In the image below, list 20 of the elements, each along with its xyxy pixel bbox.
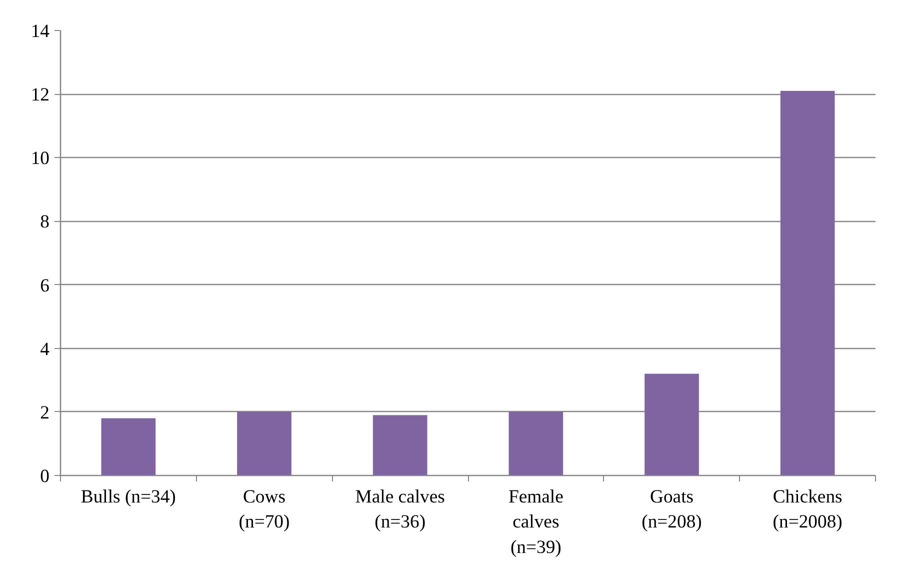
y-tick-label: 8 <box>40 212 50 233</box>
y-tick-label: 2 <box>40 402 50 424</box>
bar <box>508 412 564 476</box>
x-tick-label: Female calves (n=39) <box>508 486 564 558</box>
x-tick-label: Male calves (n=36) <box>355 486 445 533</box>
y-tick-label: 14 <box>30 21 50 42</box>
bar <box>644 374 699 476</box>
x-tick-label: Goats (n=208) <box>642 486 702 533</box>
y-tick-label: 6 <box>40 275 50 296</box>
x-tick-label: Chickens (n=2008) <box>772 486 842 533</box>
x-tick-label: Cows (n=70) <box>238 486 290 533</box>
x-tick-label: Bulls (n=34) <box>80 486 176 508</box>
bar <box>780 90 835 476</box>
y-tick-label: 12 <box>30 84 50 106</box>
bar <box>237 412 292 476</box>
y-tick-label: 4 <box>40 338 50 360</box>
y-tick-label: 0 <box>40 466 50 487</box>
bar <box>101 418 156 476</box>
bar <box>372 415 428 476</box>
y-tick-label: 10 <box>30 148 50 170</box>
